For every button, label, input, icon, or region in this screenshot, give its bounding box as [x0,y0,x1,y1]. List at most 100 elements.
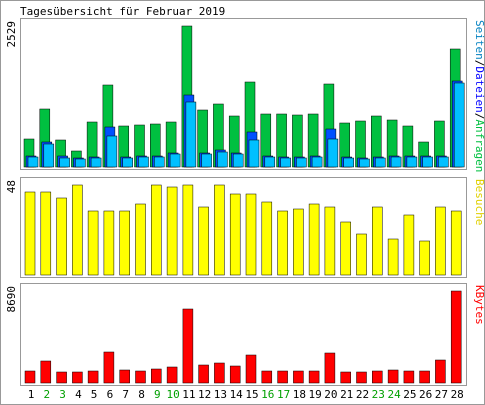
x-label-day-14: 14 [230,388,244,401]
bar-kbytes-kbytes-day-22 [356,371,367,384]
legend-separator: / [473,113,485,120]
x-label-day-19: 19 [308,388,321,401]
bar-kbytes-kbytes-day-19 [308,370,320,384]
bar-hits-seiten-day-20 [327,138,339,168]
bar-hits-seiten-day-28 [453,82,465,168]
bar-visits-besuche-day-3 [56,197,67,276]
bar-kbytes-kbytes-day-21 [340,371,351,384]
bar-hits-seiten-day-8 [138,156,149,168]
bar-hits-seiten-day-10 [169,153,181,168]
legend-seiten: Seiten [473,20,485,60]
bar-visits-besuche-day-18 [293,208,304,276]
bar-visits-besuche-day-7 [119,210,130,276]
x-label-day-25: 25 [403,388,416,401]
x-label-day-10: 10 [166,388,179,401]
bar-kbytes-kbytes-day-11 [182,308,194,384]
bar-hits-seiten-day-4 [75,158,86,168]
x-label-day-23: 23 [372,388,385,401]
bar-hits-seiten-day-9 [154,156,165,168]
bar-visits-besuche-day-17 [277,210,288,276]
bar-kbytes-kbytes-day-4 [72,371,83,384]
bar-hits-seiten-day-22 [359,158,370,168]
legend-separator: / [473,60,485,67]
bar-kbytes-kbytes-day-18 [293,370,304,384]
legend-kbytes: KBytes [473,285,485,325]
panel-kbytes: 8690 KBytes [5,283,485,386]
bar-kbytes-kbytes-day-9 [151,368,162,384]
x-label-day-9: 9 [154,388,161,401]
x-label-day-13: 13 [214,388,227,401]
x-label-day-17: 17 [277,388,290,401]
bar-kbytes-kbytes-day-28 [450,290,462,384]
x-label-day-16: 16 [261,388,274,401]
x-label-day-2: 2 [43,388,50,401]
bar-visits-besuche-day-6 [103,210,115,276]
x-label-day-8: 8 [138,388,145,401]
bar-hits-seiten-day-11 [185,101,197,168]
bar-visits-besuche-day-13 [214,184,225,276]
bar-kbytes-kbytes-day-10 [166,366,178,384]
bar-kbytes-kbytes-day-13 [214,362,225,384]
legend-dateien: Dateien [473,66,485,112]
x-label-day-27: 27 [435,388,448,401]
bar-kbytes-kbytes-day-16 [261,370,273,384]
bar-visits-besuche-day-25 [403,214,415,276]
panel-kbytes-legend: KBytes [473,285,485,325]
panel-visits-border [20,177,467,278]
x-label-day-3: 3 [59,388,66,401]
bar-hits-seiten-day-25 [406,156,418,168]
bar-hits-seiten-day-3 [59,157,70,168]
bar-visits-besuche-day-14 [229,193,241,276]
bar-kbytes-kbytes-day-27 [435,359,446,384]
x-label-day-26: 26 [419,388,432,401]
bar-visits-besuche-day-4 [72,184,83,276]
bar-visits-besuche-day-15 [245,193,257,276]
panel-hits-max-label: 2529 [5,21,18,48]
bar-kbytes-kbytes-day-7 [119,369,130,384]
bar-hits-seiten-day-17 [280,157,291,168]
x-label-day-7: 7 [122,388,129,401]
x-label-day-11: 11 [182,388,195,401]
bar-visits-besuche-day-16 [261,201,273,276]
panel-hits-legend: Seiten/Dateien/Anfragen [473,20,485,172]
panel-visits: 48 Besuche [5,177,485,278]
panel-visits-legend: Besuche [473,179,485,225]
bar-visits-besuche-day-12 [198,206,209,276]
bar-kbytes-kbytes-day-26 [419,370,430,384]
bar-visits-besuche-day-8 [135,203,146,276]
x-label-day-24: 24 [387,388,401,401]
bar-visits-besuche-day-26 [419,240,430,276]
bar-kbytes-kbytes-day-14 [229,365,241,384]
legend-besuche: Besuche [473,179,485,225]
bar-visits-besuche-day-11 [182,184,194,276]
bar-visits-besuche-day-2 [40,191,52,276]
bar-visits-besuche-day-28 [450,210,462,276]
panel-kbytes-max-label: 8690 [5,286,18,313]
x-label-day-1: 1 [28,388,35,401]
bar-kbytes-kbytes-day-8 [135,370,146,384]
bar-hits-seiten-day-19 [311,156,323,168]
bar-hits-seiten-day-21 [343,157,354,168]
bar-hits-seiten-day-16 [264,156,276,168]
bar-visits-besuche-day-23 [372,206,383,276]
x-label-day-18: 18 [293,388,306,401]
bar-hits-seiten-day-27 [438,156,449,168]
x-axis-day-labels: 1 2 3 4 5 6 7 8 9 10 11 12 13 14 15 16 17 18 19 20 21 22 23 24 2… [28,388,464,401]
bar-hits-seiten-day-5 [90,157,102,168]
bar-visits-besuche-day-1 [24,191,36,276]
x-label-day-6: 6 [107,388,114,401]
bar-hits-seiten-day-26 [422,156,433,168]
bar-kbytes-kbytes-day-2 [40,360,52,384]
bar-kbytes-kbytes-day-3 [56,371,67,384]
panel-kbytes-border [20,283,467,386]
bar-hits-seiten-day-1 [27,156,39,168]
bar-kbytes-kbytes-day-23 [372,370,383,384]
x-label-day-21: 21 [340,388,353,401]
bar-visits-besuche-day-9 [151,184,162,276]
bar-hits-seiten-day-7 [122,157,133,168]
bar-kbytes-kbytes-day-25 [403,370,415,384]
bar-hits-seiten-day-6 [106,135,118,168]
x-label-day-5: 5 [91,388,98,401]
